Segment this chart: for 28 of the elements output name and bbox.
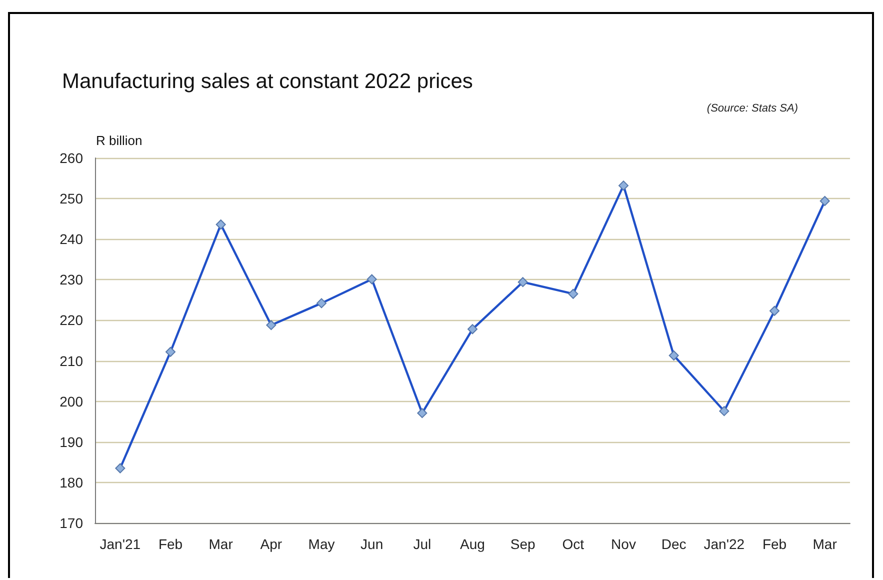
x-tick-label: Dec — [661, 536, 686, 552]
y-tick-label: 170 — [60, 515, 84, 531]
y-tick-label: 220 — [60, 312, 84, 328]
x-tick-label: Jan'21 — [100, 536, 141, 552]
x-tick-label: May — [308, 536, 335, 552]
y-tick-label: 190 — [60, 434, 84, 450]
x-tick-label: Mar — [812, 536, 838, 552]
chart-title: Manufacturing sales at constant 2022 prices — [62, 70, 473, 93]
y-axis-title: R billion — [96, 133, 142, 148]
x-tick-label: Feb — [762, 536, 787, 552]
x-tick-label: Jan'22 — [704, 536, 745, 552]
x-tick-label: Sep — [510, 536, 536, 552]
y-tick-label: 260 — [60, 150, 84, 166]
y-tick-label: 230 — [60, 272, 84, 288]
y-tick-label: 200 — [60, 393, 84, 410]
y-tick-label: 210 — [60, 352, 84, 369]
y-tick-label: 240 — [60, 231, 84, 248]
x-tick-label: Feb — [158, 536, 183, 552]
x-tick-label: Jul — [413, 536, 432, 552]
x-tick-label: Oct — [562, 536, 584, 552]
x-tick-label: Jun — [360, 536, 384, 552]
x-tick-label: Aug — [460, 536, 485, 552]
x-tick-label: Nov — [611, 536, 636, 552]
x-tick-label: Apr — [260, 536, 282, 552]
text: (Source: Stats SA) — [706, 102, 798, 114]
x-tick-label: Mar — [208, 536, 234, 552]
y-tick-label: 250 — [60, 190, 84, 207]
y-tick-label: 180 — [60, 474, 84, 490]
